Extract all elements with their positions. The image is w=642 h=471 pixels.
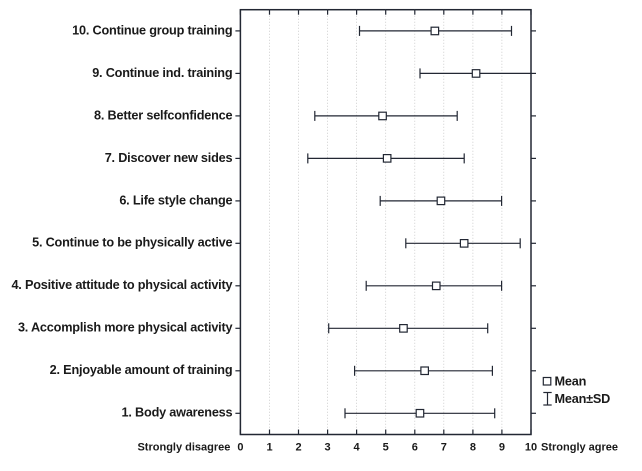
svg-text:0: 0	[237, 442, 243, 454]
svg-text:6: 6	[412, 442, 418, 454]
svg-text:2: 2	[295, 442, 301, 454]
svg-text:10. Continue group training: 10. Continue group training	[72, 23, 232, 37]
svg-text:Strongly disagree: Strongly disagree	[137, 442, 230, 454]
svg-text:Strongly agree: Strongly agree	[541, 442, 618, 454]
svg-text:7. Discover new sides: 7. Discover new sides	[105, 151, 233, 165]
svg-text:5: 5	[383, 442, 389, 454]
svg-text:3. Accomplish more physical ac: 3. Accomplish more physical activity	[18, 321, 233, 335]
svg-text:1. Body awareness: 1. Body awareness	[122, 406, 233, 420]
svg-text:5. Continue to be physically a: 5. Continue to be physically active	[32, 236, 232, 250]
svg-text:10: 10	[525, 442, 537, 454]
svg-text:7: 7	[441, 442, 447, 454]
svg-text:9: 9	[499, 442, 505, 454]
svg-text:8. Better selfconfidence: 8. Better selfconfidence	[94, 108, 232, 122]
svg-text:9. Continue ind. training: 9. Continue ind. training	[92, 66, 232, 80]
svg-text:1: 1	[266, 442, 272, 454]
svg-text:4. Positive attitude to physic: 4. Positive attitude to physical activit…	[11, 278, 232, 292]
svg-text:6. Life style change: 6. Life style change	[119, 193, 232, 207]
svg-text:3: 3	[325, 442, 331, 454]
svg-text:4: 4	[354, 442, 361, 454]
svg-text:Mean±SD: Mean±SD	[555, 392, 611, 406]
svg-text:Mean: Mean	[555, 374, 587, 388]
svg-text:2. Enjoyable amount of trainin: 2. Enjoyable amount of training	[50, 363, 233, 377]
svg-text:8: 8	[470, 442, 476, 454]
